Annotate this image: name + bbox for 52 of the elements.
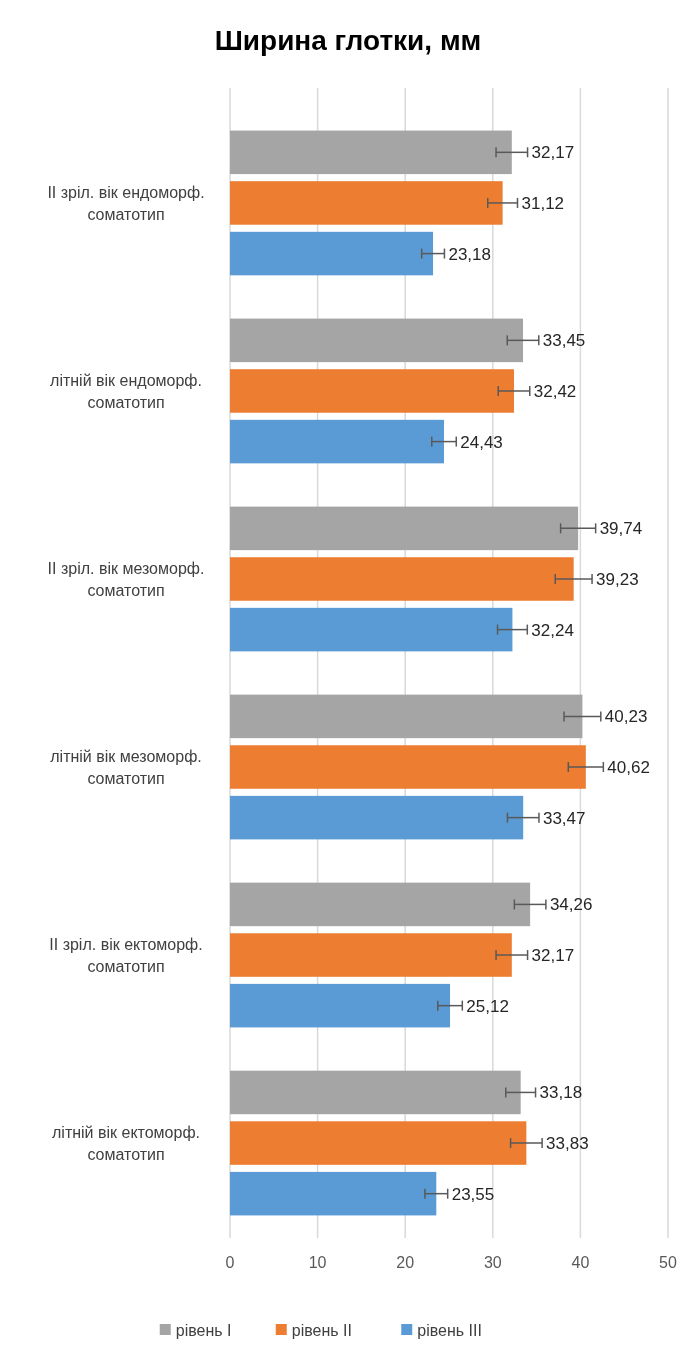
x-tick-label: 0	[225, 1254, 235, 1271]
data-label: 40,62	[607, 757, 650, 777]
data-label: 39,23	[596, 569, 639, 589]
legend-label: рівень I	[175, 1321, 232, 1339]
data-label: 32,17	[531, 143, 575, 163]
bar	[230, 130, 512, 175]
bar	[230, 318, 524, 363]
data-label: 40,23	[604, 707, 648, 727]
bar	[230, 419, 445, 464]
bar	[230, 1070, 521, 1115]
data-label: 31,12	[521, 193, 565, 213]
x-tick-label: 40	[571, 1254, 590, 1271]
x-tick-label: 10	[308, 1254, 327, 1271]
bar	[230, 983, 451, 1028]
data-label: 33,83	[546, 1134, 589, 1153]
x-tick-label: 30	[483, 1254, 502, 1271]
bar	[230, 882, 531, 927]
y-tick-label: II зріл. вік мезоморф. соматотип	[47, 559, 205, 599]
bar	[230, 231, 434, 276]
bar	[230, 694, 583, 739]
bar	[230, 1171, 437, 1216]
x-tick-label: 50	[659, 1254, 677, 1271]
y-tick-label: II зріл. вік ендоморф. соматотип	[47, 183, 205, 223]
y-tick-label: літній вік ектоморф. соматотип	[51, 1123, 201, 1163]
data-label: 25,12	[466, 996, 509, 1016]
data-label: 24,43	[460, 432, 503, 452]
bar	[230, 181, 503, 225]
bar	[230, 607, 513, 652]
data-label: 23,18	[448, 244, 491, 264]
bar	[230, 369, 514, 413]
bar	[230, 745, 586, 789]
bar	[230, 1121, 527, 1165]
y-tick-label: літній вік ендоморф. соматотип	[50, 371, 202, 411]
y-tick-label: II зріл. вік ектоморф. соматотип	[49, 935, 203, 975]
data-label: 32,17	[531, 945, 575, 965]
data-label: 33,18	[539, 1083, 583, 1103]
bar	[230, 506, 579, 551]
x-tick-label: 20	[396, 1254, 415, 1271]
data-label: 39,74	[599, 519, 643, 539]
data-label: 32,42	[533, 381, 577, 401]
data-label: 32,24	[531, 620, 574, 640]
legend-label: рівень III	[417, 1321, 482, 1339]
y-tick-label: літній вік мезоморф. соматотип	[50, 747, 202, 787]
data-label: 34,26	[549, 895, 593, 915]
bar	[230, 557, 574, 601]
data-label: 33,47	[542, 808, 586, 828]
data-label: 33,45	[542, 331, 586, 351]
legend-label: рівень II	[291, 1321, 352, 1339]
chart-title: Ширина глотки, мм	[214, 25, 482, 56]
bar	[230, 933, 512, 977]
data-label: 23,55	[451, 1184, 495, 1204]
bar	[230, 795, 524, 840]
